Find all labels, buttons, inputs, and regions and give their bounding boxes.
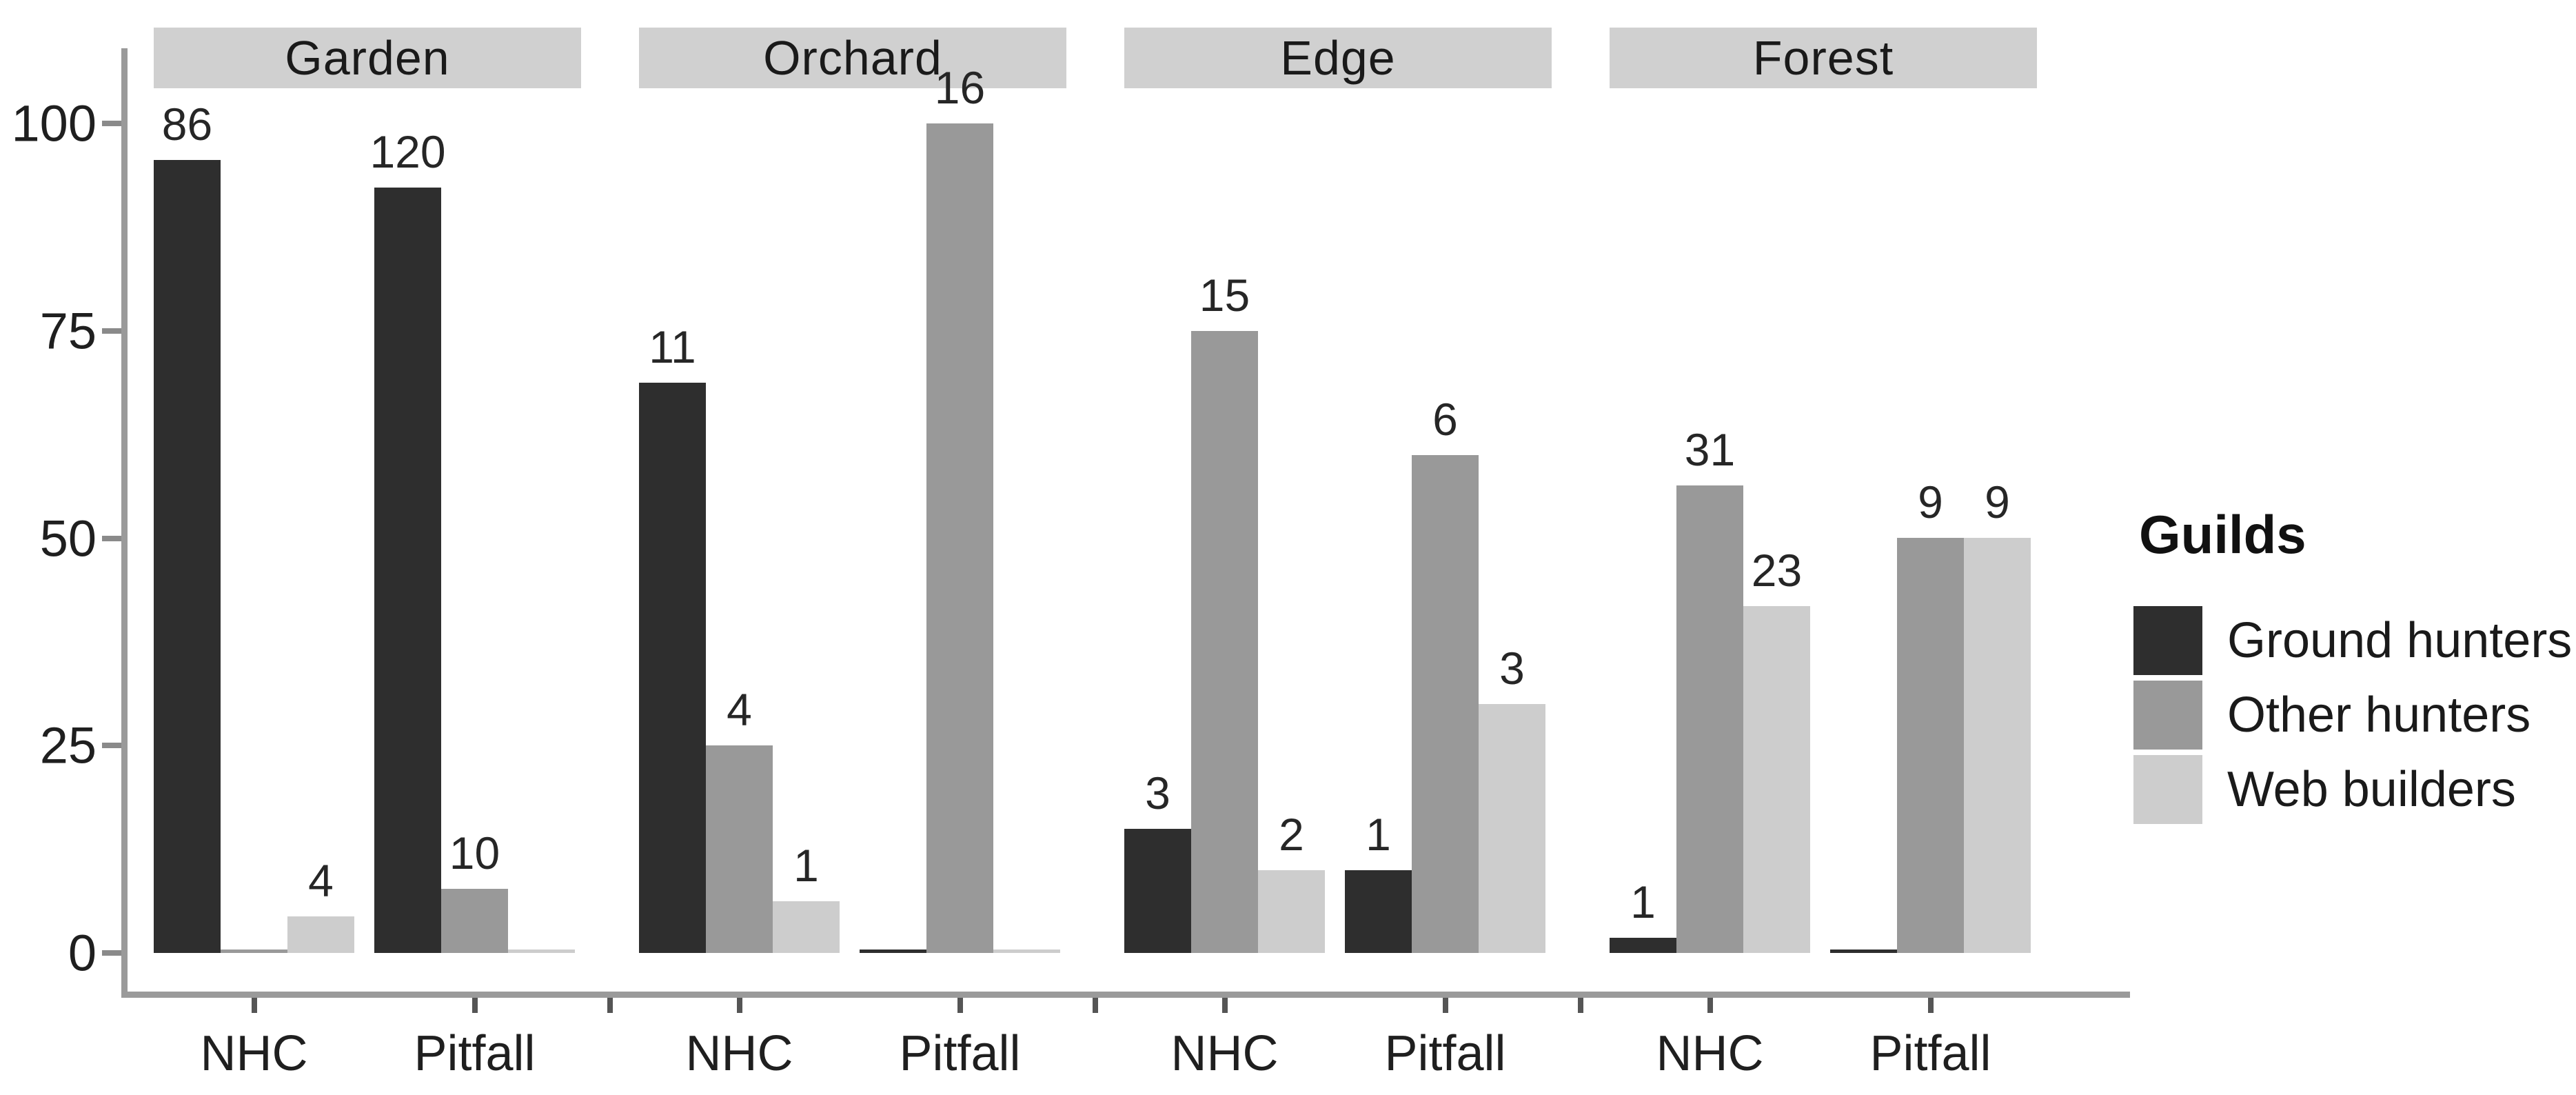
y-tick-label-0: 0 <box>68 924 97 982</box>
x-tick-orchard-pitfall <box>957 998 963 1013</box>
facet-label-garden: Garden <box>154 28 581 88</box>
legend: Guilds Ground hunters Other hunters Web bu… <box>2133 503 2572 830</box>
x-tick-edge-nhc <box>1221 998 1228 1013</box>
count-label-forest-pitfall-other-hunters: 9 <box>1918 476 1943 528</box>
bar-edge-pitfall-web-builders <box>1479 704 1545 953</box>
count-label-edge-nhc-ground-hunters: 3 <box>1145 767 1170 818</box>
legend-swatch-ground-hunters <box>2133 606 2202 675</box>
count-label-garden-nhc-web-builders: 4 <box>308 855 334 906</box>
x-tick-garden-pitfall <box>471 998 478 1013</box>
legend-items: Ground hunters Other hunters Web builders <box>2133 606 2572 824</box>
x-axis-line <box>121 992 2130 998</box>
bar-orchard-nhc-other-hunters <box>706 745 773 953</box>
count-label-orchard-nhc-other-hunters: 4 <box>727 684 752 735</box>
bar-orchard-pitfall-ground-hunters <box>860 950 926 953</box>
y-tick-label-100: 100 <box>11 94 97 152</box>
y-tick-75 <box>102 328 121 334</box>
bar-edge-pitfall-other-hunters <box>1412 455 1479 953</box>
count-label-garden-pitfall-ground-hunters: 120 <box>369 126 446 177</box>
y-axis-line <box>121 48 128 998</box>
x-label-forest-pitfall: Pitfall <box>1869 1026 1991 1081</box>
count-label-forest-nhc-web-builders: 23 <box>1751 545 1803 596</box>
y-tick-label-50: 50 <box>39 510 97 567</box>
bar-orchard-nhc-web-builders <box>773 901 840 953</box>
count-label-orchard-nhc-web-builders: 1 <box>793 840 819 891</box>
y-tick-label-25: 25 <box>39 716 97 774</box>
bar-garden-nhc-ground-hunters <box>154 160 221 953</box>
x-label-orchard-pitfall: Pitfall <box>899 1026 1021 1081</box>
legend-label-other-hunters: Other hunters <box>2227 687 2531 743</box>
count-label-edge-nhc-other-hunters: 15 <box>1199 270 1250 321</box>
bar-forest-nhc-other-hunters <box>1676 485 1743 953</box>
x-tick-facet-boundary-2 <box>1093 998 1098 1013</box>
x-tick-facet-boundary-1 <box>607 998 613 1013</box>
count-label-edge-pitfall-web-builders: 3 <box>1499 643 1525 694</box>
count-label-garden-nhc-ground-hunters: 86 <box>161 99 213 150</box>
bar-forest-nhc-ground-hunters <box>1610 938 1676 953</box>
legend-item-other-hunters: Other hunters <box>2133 681 2572 750</box>
facet-label-orchard: Orchard <box>639 28 1066 88</box>
count-label-edge-pitfall-ground-hunters: 1 <box>1366 809 1391 860</box>
bar-edge-nhc-other-hunters <box>1191 331 1258 953</box>
legend-item-web-builders: Web builders <box>2133 755 2572 824</box>
legend-label-web-builders: Web builders <box>2227 762 2516 817</box>
x-tick-facet-boundary-3 <box>1578 998 1583 1013</box>
bar-edge-nhc-ground-hunters <box>1124 829 1191 953</box>
y-tick-100 <box>102 121 121 126</box>
legend-swatch-web-builders <box>2133 755 2202 824</box>
bar-garden-pitfall-ground-hunters <box>374 188 441 953</box>
x-label-edge-pitfall: Pitfall <box>1384 1026 1506 1081</box>
x-tick-forest-pitfall <box>1927 998 1934 1013</box>
x-tick-edge-pitfall <box>1442 998 1448 1013</box>
x-tick-forest-nhc <box>1707 998 1713 1013</box>
count-label-edge-nhc-web-builders: 2 <box>1279 809 1304 860</box>
bar-orchard-pitfall-other-hunters <box>926 123 993 953</box>
bar-edge-nhc-web-builders <box>1258 870 1325 953</box>
legend-label-ground-hunters: Ground hunters <box>2227 613 2573 668</box>
bar-forest-nhc-web-builders <box>1743 606 1810 953</box>
bar-forest-pitfall-ground-hunters <box>1830 950 1897 953</box>
y-tick-label-75: 75 <box>39 302 97 360</box>
bar-edge-pitfall-ground-hunters <box>1345 870 1412 953</box>
legend-title: Guilds <box>2139 504 2306 565</box>
x-tick-orchard-nhc <box>736 998 742 1013</box>
y-tick-0 <box>102 950 121 956</box>
x-label-orchard-nhc: NHC <box>685 1026 793 1081</box>
bar-garden-pitfall-other-hunters <box>441 889 508 953</box>
count-label-forest-nhc-other-hunters: 31 <box>1684 424 1736 475</box>
count-label-orchard-nhc-ground-hunters: 11 <box>649 321 696 372</box>
x-label-forest-nhc: NHC <box>1656 1026 1764 1081</box>
count-label-forest-nhc-ground-hunters: 1 <box>1630 876 1656 927</box>
facet-label-forest: Forest <box>1610 28 2037 88</box>
bar-garden-nhc-web-builders <box>287 916 354 953</box>
bar-orchard-pitfall-web-builders <box>993 950 1060 953</box>
count-label-forest-pitfall-web-builders: 9 <box>1985 476 2010 528</box>
x-label-garden-nhc: NHC <box>200 1026 308 1081</box>
x-tick-garden-nhc <box>251 998 257 1013</box>
legend-swatch-other-hunters <box>2133 681 2202 750</box>
bar-garden-pitfall-web-builders <box>508 950 575 953</box>
y-tick-50 <box>102 535 121 541</box>
facet-label-edge: Edge <box>1124 28 1552 88</box>
count-label-orchard-pitfall-other-hunters: 16 <box>934 62 986 113</box>
x-label-edge-nhc: NHC <box>1170 1026 1279 1081</box>
x-label-garden-pitfall: Pitfall <box>414 1026 536 1081</box>
bar-forest-pitfall-web-builders <box>1964 538 2031 953</box>
bar-forest-pitfall-other-hunters <box>1897 538 1964 953</box>
y-tick-25 <box>102 743 121 749</box>
count-label-garden-pitfall-other-hunters: 10 <box>449 827 500 878</box>
legend-item-ground-hunters: Ground hunters <box>2133 606 2572 675</box>
count-label-edge-pitfall-other-hunters: 6 <box>1432 394 1458 445</box>
bar-orchard-nhc-ground-hunters <box>639 383 706 953</box>
bar-garden-nhc-other-hunters <box>221 950 287 953</box>
